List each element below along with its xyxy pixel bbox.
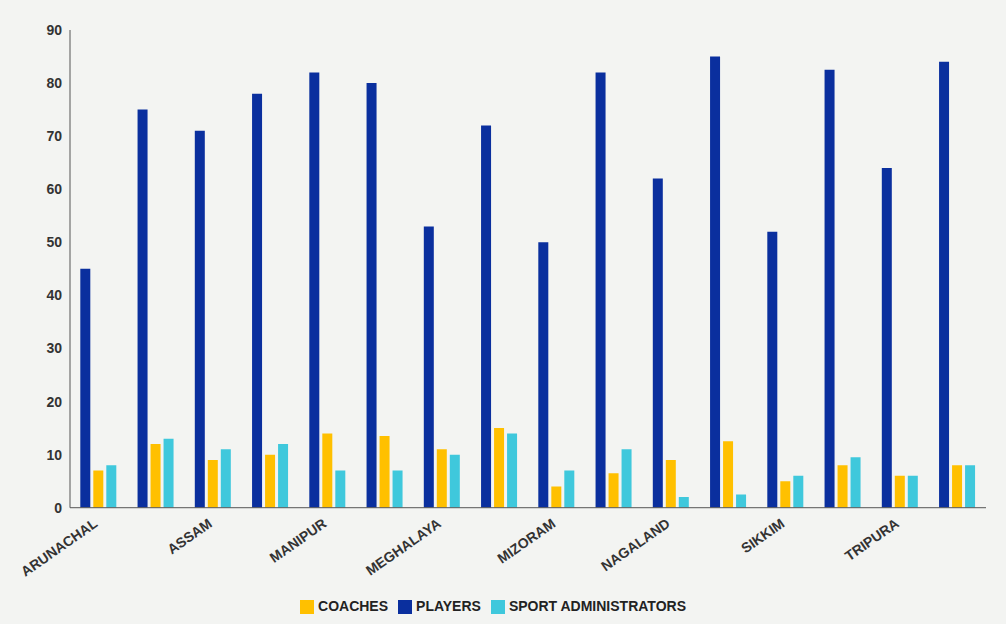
svg-text:80: 80	[46, 75, 62, 91]
svg-text:60: 60	[46, 181, 62, 197]
svg-text:40: 40	[46, 287, 62, 303]
svg-text:SIKKIM: SIKKIM	[738, 515, 787, 556]
svg-text:0: 0	[54, 500, 62, 516]
svg-text:NAGALAND: NAGALAND	[598, 515, 673, 574]
svg-text:TRIPURA: TRIPURA	[842, 515, 902, 564]
svg-text:ARUNACHAL: ARUNACHAL	[18, 515, 101, 580]
svg-text:MIZORAM: MIZORAM	[494, 515, 558, 566]
svg-text:30: 30	[46, 340, 62, 356]
svg-text:10: 10	[46, 447, 62, 463]
svg-text:MEGHALAYA: MEGHALAYA	[363, 515, 444, 578]
svg-text:MANIPUR: MANIPUR	[267, 515, 330, 566]
html-text:COACHES: COACHES	[318, 597, 388, 614]
svg-text:70: 70	[46, 128, 62, 144]
svg-text:50: 50	[46, 234, 62, 250]
svg-text:90: 90	[46, 22, 62, 38]
html-text:SPORT ADMINISTRATORS: SPORT ADMINISTRATORS	[508, 597, 686, 614]
svg-text:20: 20	[46, 394, 62, 410]
svg-text:ASSAM: ASSAM	[164, 515, 215, 557]
html-text:PLAYERS: PLAYERS	[416, 597, 481, 614]
